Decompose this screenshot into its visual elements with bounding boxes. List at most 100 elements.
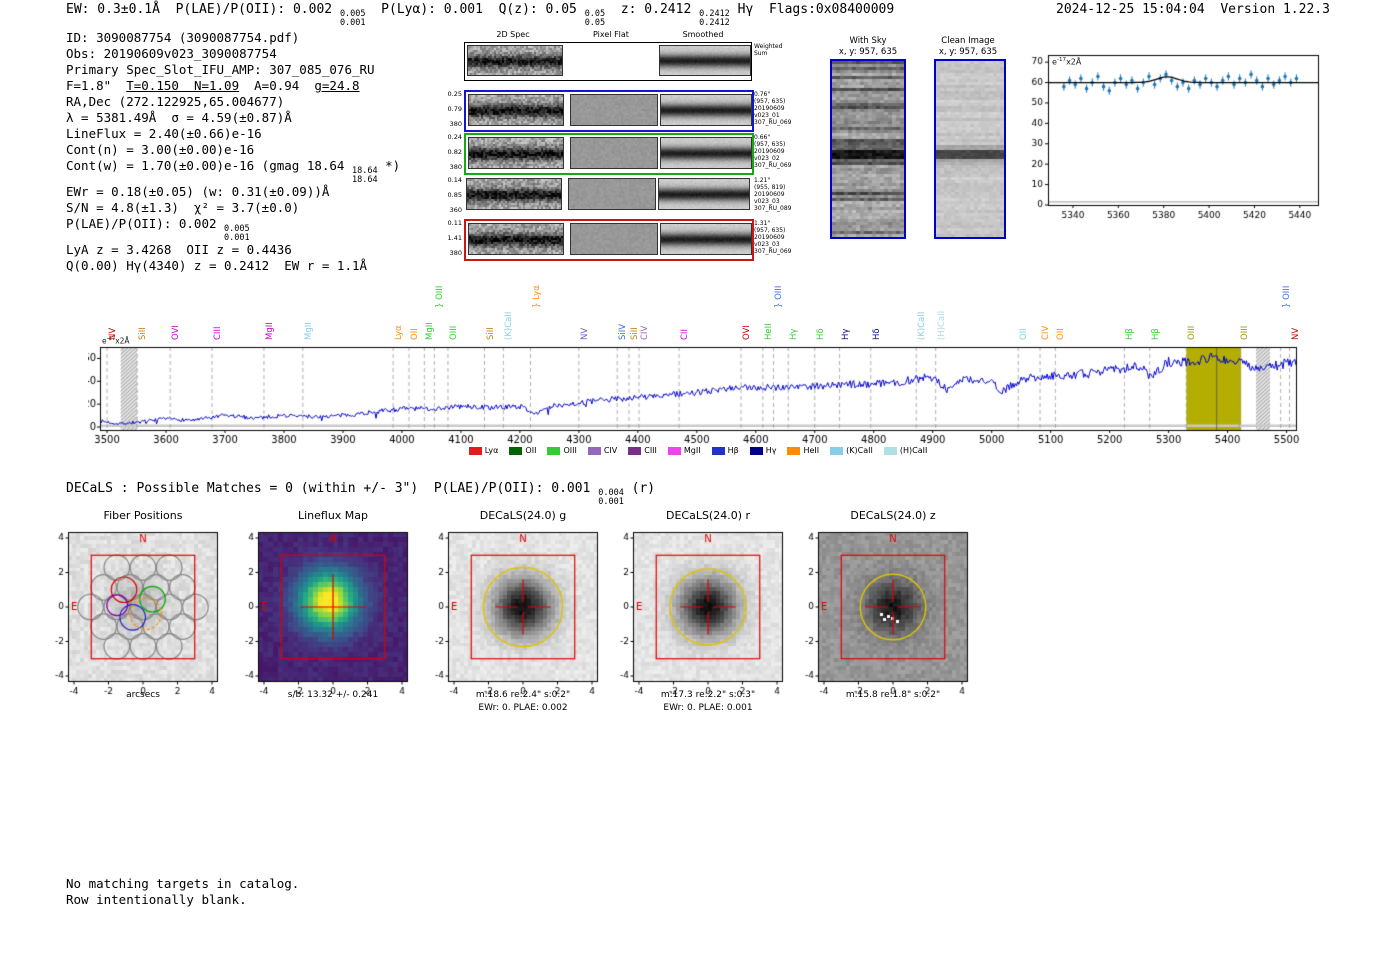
uncertainty-high: 0.2412 — [699, 9, 730, 19]
spec2d-smoothed-image — [660, 137, 752, 169]
uncertainty-low: 0.001 — [339, 17, 366, 28]
spec2d-row-stats: 0.11 1.41 380 — [440, 219, 462, 257]
cutout-caption: m:17.3 re:2.2" s:0.3" — [660, 690, 756, 700]
withsky-image — [830, 59, 906, 239]
info-line: LineFlux = 2.40(±0.66)e-16 — [66, 126, 400, 142]
spec2d-row — [464, 42, 752, 81]
cutout-caption: m:18.6 re:2.4" s:0.2" — [475, 690, 571, 700]
spec2d-pixelflat-image — [568, 178, 656, 210]
info-line: λ = 5381.49Å σ = 4.59(±0.87)Å — [66, 110, 400, 126]
clean-subtitle: x, y: 957, 635 — [938, 46, 998, 57]
stacked-uncertainty: 0.2412 0.2412 — [699, 10, 730, 27]
info-line: ID: 3090087754 (3090087754.pdf) — [66, 30, 400, 46]
decals-matches-line: DECaLS : Possible Matches = 0 (within +/… — [66, 481, 655, 506]
legend-label: CIII — [644, 446, 657, 455]
legend-swatch — [587, 446, 601, 455]
stacked-uncertainty: 0.05 0.05 — [585, 10, 605, 27]
spec2d-pixelflat-image — [570, 223, 658, 255]
spec2d-stat: 0.82 — [447, 148, 462, 156]
withsky-title-text: With Sky — [849, 36, 887, 46]
stacked-uncertainty: 18.64 18.64 — [352, 167, 378, 184]
text-segment: g=24.8 — [314, 78, 360, 93]
legend-item: CIV — [587, 446, 617, 455]
cutout-caption: EWr: 0. PLAE: 0.002 — [478, 703, 568, 713]
cutout-image-fiber — [38, 528, 226, 704]
zoom-plot-canvas — [1016, 48, 1336, 233]
legend-label: (H)CaII — [899, 446, 928, 455]
spec2d-row-label: Weighted Sum — [754, 43, 783, 57]
text-segment: DECaLS : Possible Matches = 0 (within +/… — [66, 481, 599, 496]
spec2d-row — [464, 133, 754, 175]
legend-label: OIII — [563, 446, 577, 455]
spec2d-stat: 380 — [449, 120, 462, 128]
clean-title-text: Clean Image — [941, 36, 995, 46]
cutout-image-blob_light — [418, 528, 606, 704]
legend-item: (H)CaII — [883, 446, 928, 455]
legend-swatch — [711, 446, 725, 455]
legend-swatch — [468, 446, 482, 455]
cutout-caption: m:15.8 re:1.8" s:0.2" — [845, 690, 941, 700]
info-line: S/N = 4.8(±1.3) χ² = 3.7(±0.0) — [66, 200, 400, 216]
text-segment: EWr = 0.18(±0.05) (w: 0.31(±0.09))Å — [66, 184, 330, 199]
legend-swatch — [749, 446, 763, 455]
legend-label: Hβ — [727, 446, 739, 455]
legend-item: Hβ — [711, 446, 739, 455]
info-line: Obs: 20190609v023_3090087754 — [66, 46, 400, 62]
cutout-title-lineflux: Lineflux Map — [297, 509, 369, 522]
detection-info-block: ID: 3090087754 (3090087754.pdf) Obs: 2019… — [66, 30, 400, 274]
text-segment: ID: 3090087754 (3090087754.pdf) — [66, 30, 300, 45]
spec2d-spec-image — [466, 178, 562, 210]
spec2d-row — [464, 90, 754, 132]
spec2d-smoothed-image — [659, 45, 751, 76]
info-line: F=1.8" T=0.150 N=1.09 A=0.94 g=24.8 — [66, 78, 400, 94]
text-segment: S/N = 4.8(±1.3) χ² = 3.7(±0.0) — [66, 200, 300, 215]
cutout-caption: s/b: 13.32 +/- 0.241 — [287, 690, 379, 700]
cutout-image-blob_dark — [788, 528, 976, 704]
spec2d-row-label: 0.66" (957, 635) 20190609 v023_02 307_RU… — [754, 134, 792, 169]
zoom-unit-label: e-17x2Å — [1052, 57, 1081, 67]
info-line: RA,Dec (272.122925,65.004677) — [66, 94, 400, 110]
clean-title: Clean Image x, y: 957, 635 — [939, 36, 997, 57]
spec2d-col-header: Smoothed — [682, 30, 724, 39]
legend-item: HeII — [787, 446, 819, 455]
cutout-title-blob_light: DECaLS(24.0) r — [665, 509, 751, 522]
spec2d-pixelflat-image — [570, 94, 658, 126]
text-segment: A=0.94 — [239, 78, 315, 93]
spec2d-stat: 0.85 — [447, 191, 462, 199]
text-segment: F=1.8" — [66, 78, 127, 93]
text-segment: LineFlux = 2.40(±0.66)e-16 — [66, 126, 262, 141]
spec2d-row-label: 0.76" (957, 635) 20190609 v023_01 307_RU… — [754, 91, 792, 126]
spec2d-smoothed-image — [660, 223, 752, 255]
legend-swatch — [509, 446, 523, 455]
spec2d-smoothed-image — [658, 178, 750, 210]
spec2d-row-stats: 0.25 0.79 380 — [440, 90, 462, 128]
info-line: LyA z = 3.4268 OII z = 0.4436 — [66, 242, 400, 258]
unit-base: e — [1052, 57, 1057, 67]
uncertainty-high: 0.004 — [598, 488, 624, 498]
text-segment: Cont(w) = 1.70(±0.00)e-16 (gmag 18.64 — [66, 158, 352, 173]
unit-rest: x2Å — [115, 336, 130, 346]
spec2d-stat: 0.79 — [447, 105, 462, 113]
unit-sup: -17 — [106, 336, 116, 342]
spec2d-stat: 380 — [449, 249, 462, 257]
legend-swatch — [787, 446, 801, 455]
legend-item: (K)CaII — [830, 446, 873, 455]
legend-item: MgII — [667, 446, 701, 455]
legend-swatch — [883, 446, 897, 455]
spec2d-pixelflat-image — [570, 137, 658, 169]
unit-sup: -17 — [1056, 57, 1067, 63]
uncertainty-low: 0.001 — [224, 232, 250, 243]
spec2d-spec-image — [468, 137, 564, 169]
spec2d-row — [464, 176, 750, 214]
uncertainty-high: 0.05 — [584, 9, 606, 19]
spec2d-spec-image — [467, 45, 563, 76]
text-segment: EW: 0.3±0.1Å P(LAE)/P(OII): 0.002 — [66, 2, 340, 17]
header-summary-line: EW: 0.3±0.1Å P(LAE)/P(OII): 0.002 0.005 0… — [66, 2, 894, 27]
info-line: Cont(n) = 3.00(±0.00)e-16 — [66, 142, 400, 158]
text-segment: *) — [377, 158, 401, 173]
spec2d-stat: 360 — [449, 206, 462, 214]
info-line: Q(0.00) Hγ(4340) z = 0.2412 EW r = 1.1Å — [66, 258, 400, 274]
text-segment: Obs: 20190609v023_3090087754 — [66, 46, 277, 61]
text-segment: Q(0.00) Hγ(4340) z = 0.2412 EW r = 1.1Å — [66, 258, 368, 273]
